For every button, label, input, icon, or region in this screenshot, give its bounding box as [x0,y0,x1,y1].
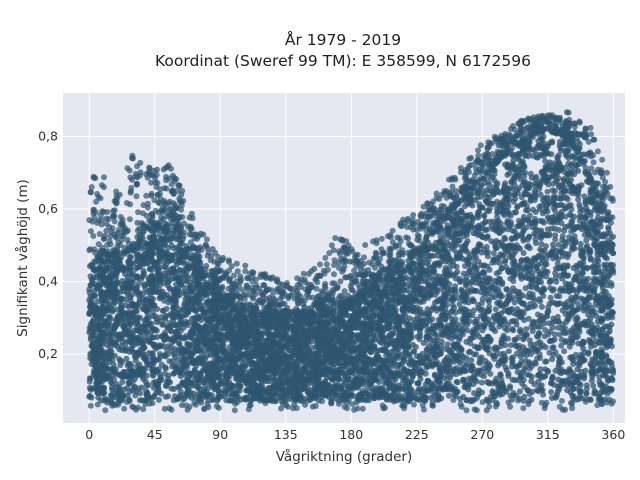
data-point [433,307,440,314]
data-point [472,264,479,271]
data-point [609,367,616,374]
data-point [549,187,556,194]
data-point [438,338,445,345]
data-point [537,152,544,158]
data-point [482,227,489,234]
data-point [584,264,590,271]
data-point [120,266,126,273]
data-point [537,298,544,305]
data-point [161,370,168,377]
data-point [566,188,573,195]
data-point [141,281,148,288]
data-point [99,297,105,304]
data-point [445,392,452,399]
data-point [531,297,538,304]
data-point [395,371,402,378]
data-point [229,392,236,399]
data-point [548,151,555,158]
data-point [525,315,532,322]
data-point [484,253,491,260]
data-point [552,274,559,281]
data-point [610,262,617,269]
data-point [544,214,551,221]
data-point [405,323,412,330]
data-point [423,334,430,341]
data-point [548,380,555,387]
data-point [562,311,569,317]
data-point [543,261,550,268]
data-point [574,366,581,373]
data-point [224,381,231,388]
data-point [494,205,500,212]
data-point [479,306,486,313]
data-point [531,215,538,222]
data-point [557,287,563,294]
chart-subtitle: Koordinat (Sweref 99 TM): E 358599, N 61… [155,52,531,70]
data-point [117,362,124,369]
data-point [123,355,130,362]
data-point [564,196,571,203]
data-point [468,357,475,364]
data-point [575,340,582,347]
data-point [140,376,147,382]
data-point [570,265,577,271]
data-point [492,306,499,313]
data-point [163,379,170,385]
data-point [532,360,539,367]
data-point [552,270,559,277]
data-point [558,342,565,349]
data-point [600,288,607,295]
data-point [164,291,171,298]
data-point [494,198,500,205]
data-point [517,298,524,305]
data-point [468,335,475,342]
data-point [110,361,117,368]
data-point [478,379,485,386]
data-point [173,328,180,335]
data-point [496,323,503,330]
data-point [436,365,443,372]
data-point [552,236,559,243]
data-point [491,355,498,362]
data-point [523,371,530,378]
data-point [513,209,519,216]
data-point [548,389,555,395]
data-point [528,378,535,385]
data-point [103,266,110,272]
data-point [553,293,560,299]
data-point [527,170,534,177]
data-point [524,243,531,250]
data-point [538,303,545,310]
data-point [510,198,517,205]
data-point [561,348,568,355]
data-point [473,395,480,402]
data-point [576,284,583,291]
data-point [122,347,129,354]
data-point [471,390,478,397]
data-point [580,339,587,346]
data-point [460,270,467,277]
data-point [549,373,556,380]
data-point [573,321,580,328]
data-point [453,263,460,270]
data-point [520,250,527,256]
data-point [508,342,514,349]
chart-title: År 1979 - 2019 [285,30,401,49]
data-point [533,333,540,340]
data-point [548,225,555,232]
data-point [504,286,511,293]
scatter-points [86,109,617,414]
data-point [502,161,508,168]
data-point [547,285,554,292]
data-point [542,344,549,351]
data-point [478,300,485,307]
data-point [444,341,451,348]
